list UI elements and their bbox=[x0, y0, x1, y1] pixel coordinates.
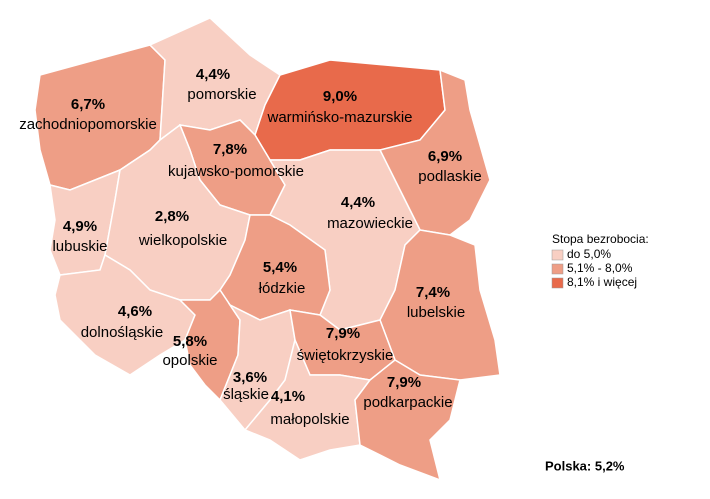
region-name: pomorskie bbox=[187, 86, 256, 103]
region-name: podlaskie bbox=[418, 168, 481, 185]
region-name: małopolskie bbox=[270, 411, 349, 428]
region-name: wielkopolskie bbox=[138, 232, 227, 249]
region-value: 4,4% bbox=[196, 66, 230, 83]
region-value: 4,6% bbox=[118, 303, 152, 320]
region-value: 7,8% bbox=[213, 141, 247, 158]
region-name: opolskie bbox=[162, 352, 217, 369]
region-value: 7,9% bbox=[326, 325, 360, 342]
region-name: świętokrzyskie bbox=[297, 347, 394, 364]
legend-swatch bbox=[551, 263, 564, 275]
legend-label: 5,1% - 8,0% bbox=[567, 261, 633, 275]
region-value: 6,9% bbox=[428, 148, 462, 165]
region-name: mazowieckie bbox=[327, 215, 413, 232]
legend-title: Stopa bezrobocia: bbox=[552, 232, 649, 246]
region-name: lubuskie bbox=[52, 238, 107, 255]
legend-swatch bbox=[551, 277, 564, 289]
region-value: 4,4% bbox=[341, 194, 375, 211]
region-value: 5,4% bbox=[263, 259, 297, 276]
region-name: łódzkie bbox=[259, 280, 306, 297]
legend-label: do 5,0% bbox=[567, 247, 611, 261]
region-name: kujawsko-pomorskie bbox=[168, 163, 304, 180]
region bbox=[243, 337, 372, 461]
legend-label: 8,1% i więcej bbox=[567, 275, 637, 289]
region-name: zachodniopomorskie bbox=[19, 116, 157, 133]
region-value: 6,7% bbox=[71, 96, 105, 113]
region-name: lubelskie bbox=[407, 304, 465, 321]
legend-swatch bbox=[551, 249, 564, 261]
region-value: 7,9% bbox=[387, 374, 421, 391]
national-rate: Polska: 5,2% bbox=[545, 458, 625, 473]
region-value: 9,0% bbox=[323, 88, 357, 105]
region-name: podkarpackie bbox=[363, 394, 452, 411]
region-value: 4,9% bbox=[63, 218, 97, 235]
region-value: 5,8% bbox=[173, 333, 207, 350]
region-value: 2,8% bbox=[155, 208, 189, 225]
region-value: 4,1% bbox=[271, 388, 305, 405]
region-name: śląskie bbox=[223, 386, 269, 403]
region-name: dolnośląskie bbox=[81, 324, 164, 341]
region-name: warmińsko-mazurskie bbox=[266, 109, 412, 126]
region-value: 3,6% bbox=[233, 369, 267, 386]
region bbox=[354, 359, 461, 482]
region-value: 7,4% bbox=[416, 284, 450, 301]
